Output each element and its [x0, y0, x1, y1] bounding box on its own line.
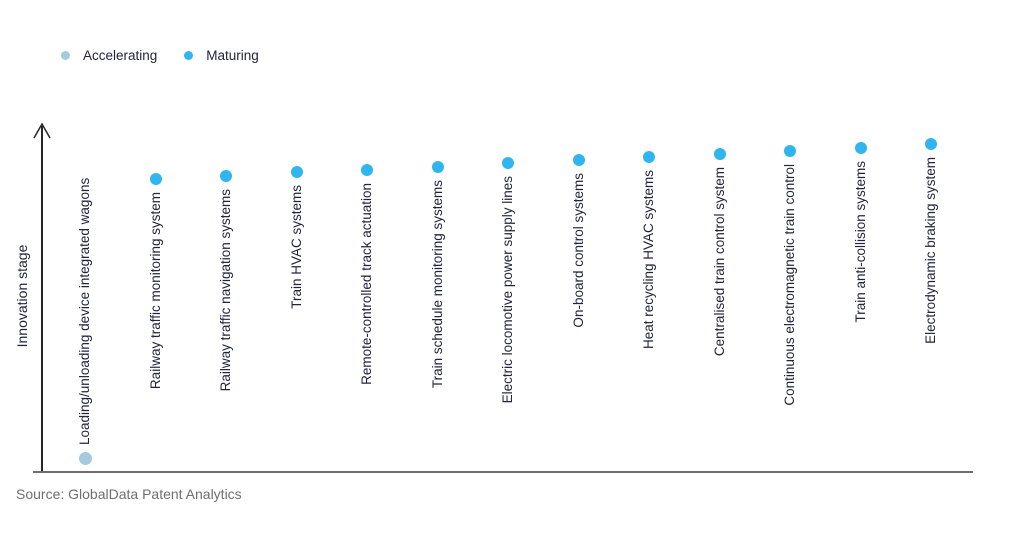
x-axis	[33, 471, 973, 473]
data-point-dot	[502, 157, 514, 170]
data-point-dot	[572, 154, 585, 167]
data-point-label: Electric locomotive power supply lines	[500, 176, 515, 404]
data-point-label: Electrodynamic braking system	[923, 157, 938, 344]
y-axis	[41, 126, 43, 472]
accelerating-dot-icon	[61, 51, 70, 60]
data-point-label: Train schedule monitoring systems	[429, 179, 445, 389]
data-point-dot	[713, 147, 726, 160]
data-point-label: Railway traffic monitoring system	[147, 192, 163, 390]
data-point-label: Loading/unloading device integrated wago…	[77, 177, 92, 446]
legend-item-accelerating: Accelerating	[61, 48, 157, 63]
data-point-dot	[149, 173, 162, 186]
data-point-label: On-board control systems	[570, 173, 586, 328]
legend: Accelerating Maturing	[61, 48, 259, 63]
data-point-dot	[78, 451, 92, 465]
legend-item-maturing: Maturing	[184, 48, 259, 63]
data-point-dot	[290, 165, 303, 178]
data-point-label: Railway traffic navigation systems	[218, 189, 233, 392]
data-point-label: Centralised train control system	[711, 166, 727, 356]
data-point-dot	[643, 150, 655, 163]
data-point-label: Continuous electromagnetic train control	[782, 164, 797, 406]
data-point-dot	[784, 145, 796, 158]
data-point-label: Train HVAC systems	[288, 184, 304, 309]
maturing-dot-icon	[184, 51, 194, 60]
source-note: Source: GlobalData Patent Analytics	[16, 486, 242, 502]
y-axis-arrow-icon	[33, 122, 51, 139]
data-point-dot	[361, 164, 373, 177]
data-point-label: Heat recycling HVAC systems	[641, 169, 656, 349]
data-point-label: Remote-controlled track actuation	[359, 183, 374, 385]
data-point-dot	[854, 141, 867, 154]
data-point-label: Train anti-collision systems	[852, 160, 868, 323]
data-point-dot	[431, 160, 444, 173]
y-axis-label: Innovation stage	[14, 244, 30, 348]
legend-label-accelerating: Accelerating	[83, 48, 158, 63]
data-point-dot	[925, 138, 937, 151]
data-point-dot	[220, 170, 232, 182]
legend-label-maturing: Maturing	[206, 48, 259, 63]
